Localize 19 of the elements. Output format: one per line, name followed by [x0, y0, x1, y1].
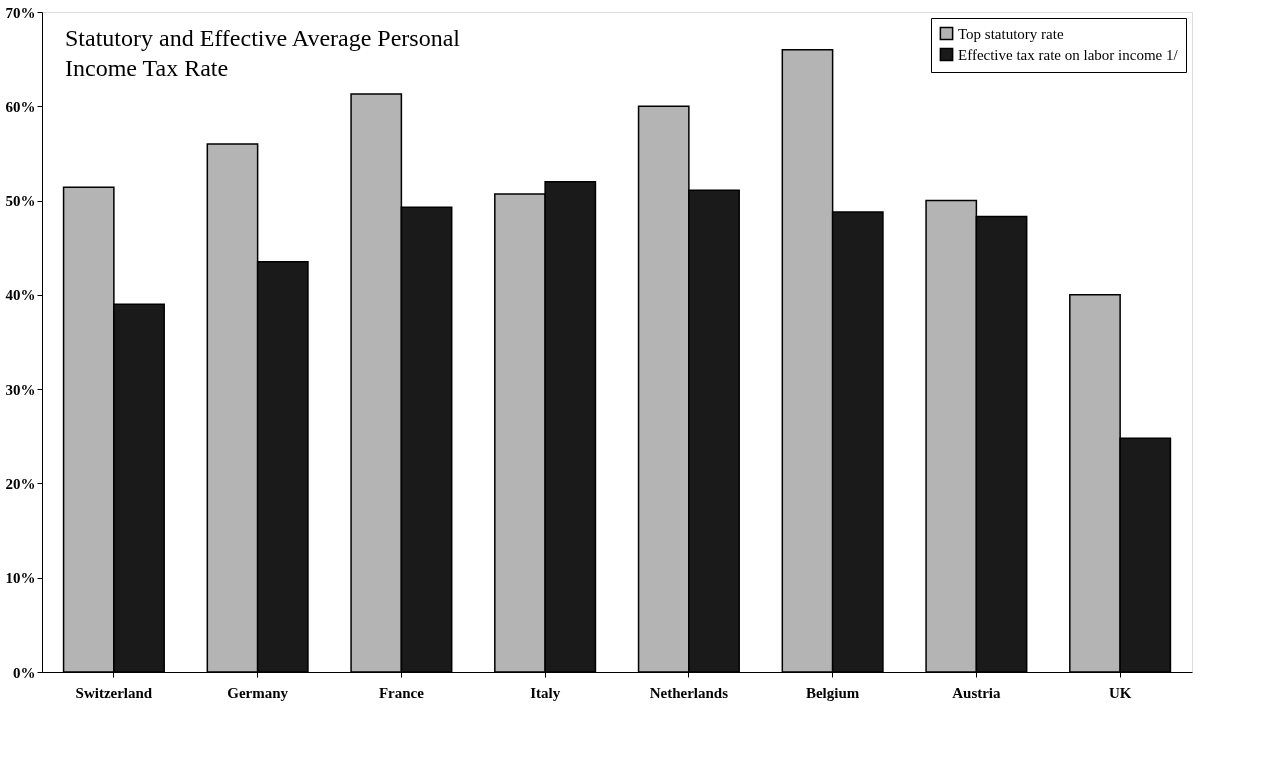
- x-tick-label: Belgium: [805, 684, 860, 701]
- y-tick-label: 0%: [13, 664, 36, 681]
- x-tick-label: Switzerland: [75, 684, 153, 701]
- legend-label: Effective tax rate on labor income 1/: [958, 46, 1179, 63]
- x-tick-label: UK: [1108, 684, 1132, 701]
- x-tick-label: Netherlands: [649, 684, 729, 701]
- y-tick-label: 70%: [5, 4, 36, 21]
- y-tick-label: 40%: [5, 287, 36, 304]
- y-tick-label: 50%: [5, 193, 36, 210]
- x-tick-label: Germany: [227, 684, 289, 701]
- legend-label: Top statutory rate: [958, 25, 1064, 42]
- x-tick-label: Italy: [530, 684, 561, 701]
- x-tick-label: France: [378, 684, 425, 701]
- text: Statutory and Effective Average Personal Income Tax Rate: [65, 25, 461, 81]
- x-tick-label: Austria: [952, 684, 1002, 701]
- y-tick-label: 60%: [5, 98, 36, 115]
- y-tick-label: 30%: [5, 381, 36, 398]
- y-tick-label: 20%: [5, 475, 36, 492]
- y-tick-label: 10%: [5, 570, 36, 587]
